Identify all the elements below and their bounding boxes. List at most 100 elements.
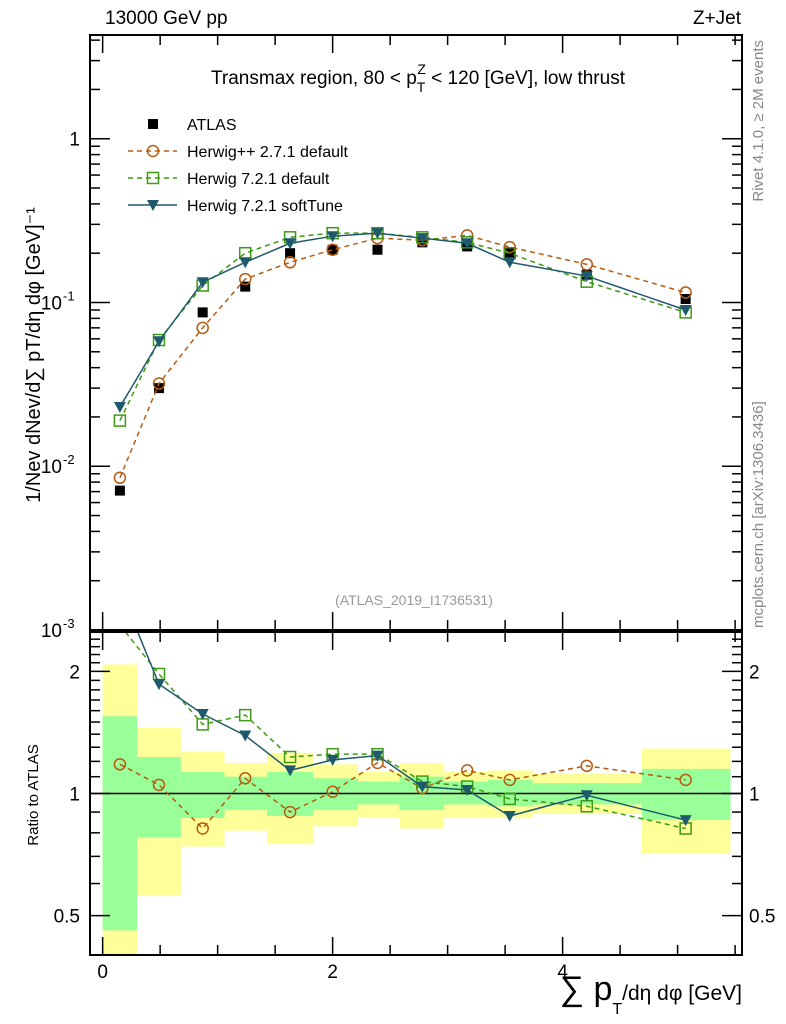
herwig-2-7-1-default-line: [119, 234, 686, 479]
herwig-2-7-1-default-ratio-point: [196, 822, 209, 835]
ratio-y-tick-label: 0.5: [54, 907, 80, 928]
herwig-2-7-1-default-ratio-point: [679, 773, 692, 787]
herwig-7-2-1-softtune-ratio-point: [239, 730, 252, 742]
chart-title: Transmax region, 80 < pTZ < 120 [GeV], l…: [211, 61, 626, 95]
herwig-7-2-1-softtune-ratio-point: [503, 811, 516, 823]
analysis-id: (ATLAS_2019_I1736531): [335, 592, 493, 608]
axes: 110 -110 -210 -32 21 10.5 0.50 2 4: [41, 34, 775, 983]
header-right: Z+Jet: [693, 8, 742, 29]
herwig-2-7-1-default-ratio-line: [119, 761, 686, 830]
rivet-label: Rivet 4.1.0, ≥ 2M events: [750, 40, 767, 202]
herwig-2-7-1-default-point: [238, 272, 252, 286]
ratio-y-tick-label: 2: [69, 662, 80, 683]
herwig-2-7-1-default-ratio-point: [113, 758, 127, 771]
herwig-7-2-1-softtune-ratio-point: [371, 750, 384, 762]
y-tick-label: 10: [41, 457, 62, 478]
herwig-2-7-1-default-point: [679, 286, 692, 299]
herwig-7-2-1-default-ratio-line: [124, 632, 686, 830]
herwig-7-2-1-default-ratio-point: [238, 708, 252, 722]
herwig-7-2-1-softtune-point: [326, 231, 339, 243]
x-tick-label: 2: [327, 962, 338, 983]
herwig-2-7-1-default-point: [326, 243, 339, 256]
herwig-7-2-1-softtune-point: [152, 336, 165, 348]
herwig-2-7-1-default-ratio-point: [152, 778, 166, 792]
atlas-point: [114, 485, 125, 496]
herwig-7-2-1-softtune-ratio-point: [326, 754, 339, 766]
legend-entry-label: Herwig++ 2.7.1 default: [187, 144, 349, 161]
stat-uncertainty-band: [641, 768, 731, 821]
ratio-y-tick-label: 1: [69, 785, 80, 806]
herwig-2-7-1-default-ratio-point: [238, 772, 252, 785]
legend-marker: [146, 171, 160, 185]
y-tick-label-exponent: -1: [63, 288, 75, 303]
herwig-2-7-1-default-ratio-point: [326, 785, 339, 798]
atlas-point: [240, 281, 251, 292]
herwig-7-2-1-softtune-ratio-point: [679, 815, 692, 827]
herwig-7-2-1-softtune-point: [503, 257, 516, 269]
legend-marker: [146, 144, 160, 158]
atlas-point: [197, 307, 208, 318]
herwig-2-7-1-default-ratio-point: [580, 759, 594, 773]
herwig-7-2-1-default-ratio-point: [114, 620, 125, 631]
ratio-uncertainty-bands: [102, 664, 731, 955]
legend-marker: [147, 200, 159, 211]
x-tick-label: 4: [557, 962, 568, 983]
herwig-7-2-1-default-ratio-point: [283, 750, 297, 764]
stat-uncertainty-band: [102, 716, 138, 931]
y-tick-label-exponent: -2: [63, 452, 75, 467]
herwig-2-7-1-default-ratio-point: [503, 773, 516, 787]
y-tick-label: 1: [69, 130, 80, 151]
herwig-2-7-1-default-point: [196, 321, 209, 335]
y-axis-label: 1/Nev dNev/d∑ pT/dη dφ [GeV]⁻¹: [23, 207, 45, 503]
x-tick-label: 0: [97, 962, 108, 983]
herwig-7-2-1-softtune-point: [196, 277, 209, 289]
herwig-7-2-1-default-line: [119, 232, 686, 421]
herwig-7-2-1-softtune-point: [580, 271, 593, 283]
ratio-y-tick-label-right: 0.5: [749, 907, 775, 928]
herwig-7-2-1-softtune-ratio-line: [136, 632, 686, 821]
atlas-point: [327, 244, 338, 255]
herwig-7-2-1-softtune-ratio-point: [416, 781, 429, 793]
herwig-7-2-1-softtune-point: [113, 402, 126, 414]
herwig-2-7-1-default-point: [283, 256, 297, 269]
herwig-7-2-1-softtune-ratio-point: [196, 708, 209, 720]
mcplots-label: mcplots.cern.ch [arXiv:1306.3436]: [750, 401, 767, 628]
herwig-7-2-1-softtune-point: [679, 304, 692, 316]
legend-marker: [148, 119, 158, 129]
herwig-7-2-1-softtune-ratio-point: [114, 583, 126, 594]
main-plot-frame: [89, 34, 743, 631]
header-left: 13000 GeV pp: [105, 8, 228, 29]
herwig-7-2-1-default-point: [113, 414, 127, 427]
legend-entry-label: Herwig 7.2.1 default: [187, 171, 330, 188]
y-tick-label: 10: [41, 293, 62, 314]
ratio-y-axis-label: Ratio to ATLAS: [25, 744, 42, 845]
herwig-7-2-1-softtune-point: [284, 238, 297, 250]
herwig-7-2-1-softtune-point: [239, 257, 252, 269]
herwig-2-7-1-default-ratio-point: [460, 764, 474, 777]
herwig-2-7-1-default-point: [152, 377, 166, 390]
main-plot-marks: [113, 226, 692, 496]
herwig-7-2-1-softtune-ratio-point: [461, 785, 474, 797]
atlas-point: [372, 244, 383, 255]
legend: ATLAS Herwig++ 2.7.1 default Herwig 7.2.1 …: [128, 117, 349, 215]
y-tick-label: 10: [41, 621, 62, 642]
atlas-point: [153, 383, 164, 394]
atlas-point: [285, 248, 296, 259]
legend-entry-label: ATLAS: [187, 117, 237, 134]
ratio-plot-marks: [90, 583, 742, 835]
ratio-y-tick-label-right: 2: [749, 662, 760, 683]
herwig-7-2-1-softtune-point: [416, 233, 429, 245]
y-tick-label-exponent: -3: [63, 616, 75, 631]
herwig-7-2-1-softtune-ratio-point: [152, 679, 165, 691]
herwig-7-2-1-softtune-ratio-point: [284, 765, 297, 777]
ratio-y-tick-label-right: 1: [749, 785, 760, 806]
herwig-7-2-1-softtune-ratio-point: [580, 790, 593, 802]
herwig-7-2-1-softtune-line: [119, 232, 686, 408]
legend-entry-label: Herwig 7.2.1 softTune: [187, 198, 343, 215]
herwig-2-7-1-default-point: [580, 258, 594, 271]
atlas-point: [680, 294, 691, 305]
herwig-7-2-1-softtune-point: [371, 228, 384, 240]
stat-uncertainty-band: [137, 757, 181, 838]
herwig-2-7-1-default-point: [113, 471, 127, 485]
